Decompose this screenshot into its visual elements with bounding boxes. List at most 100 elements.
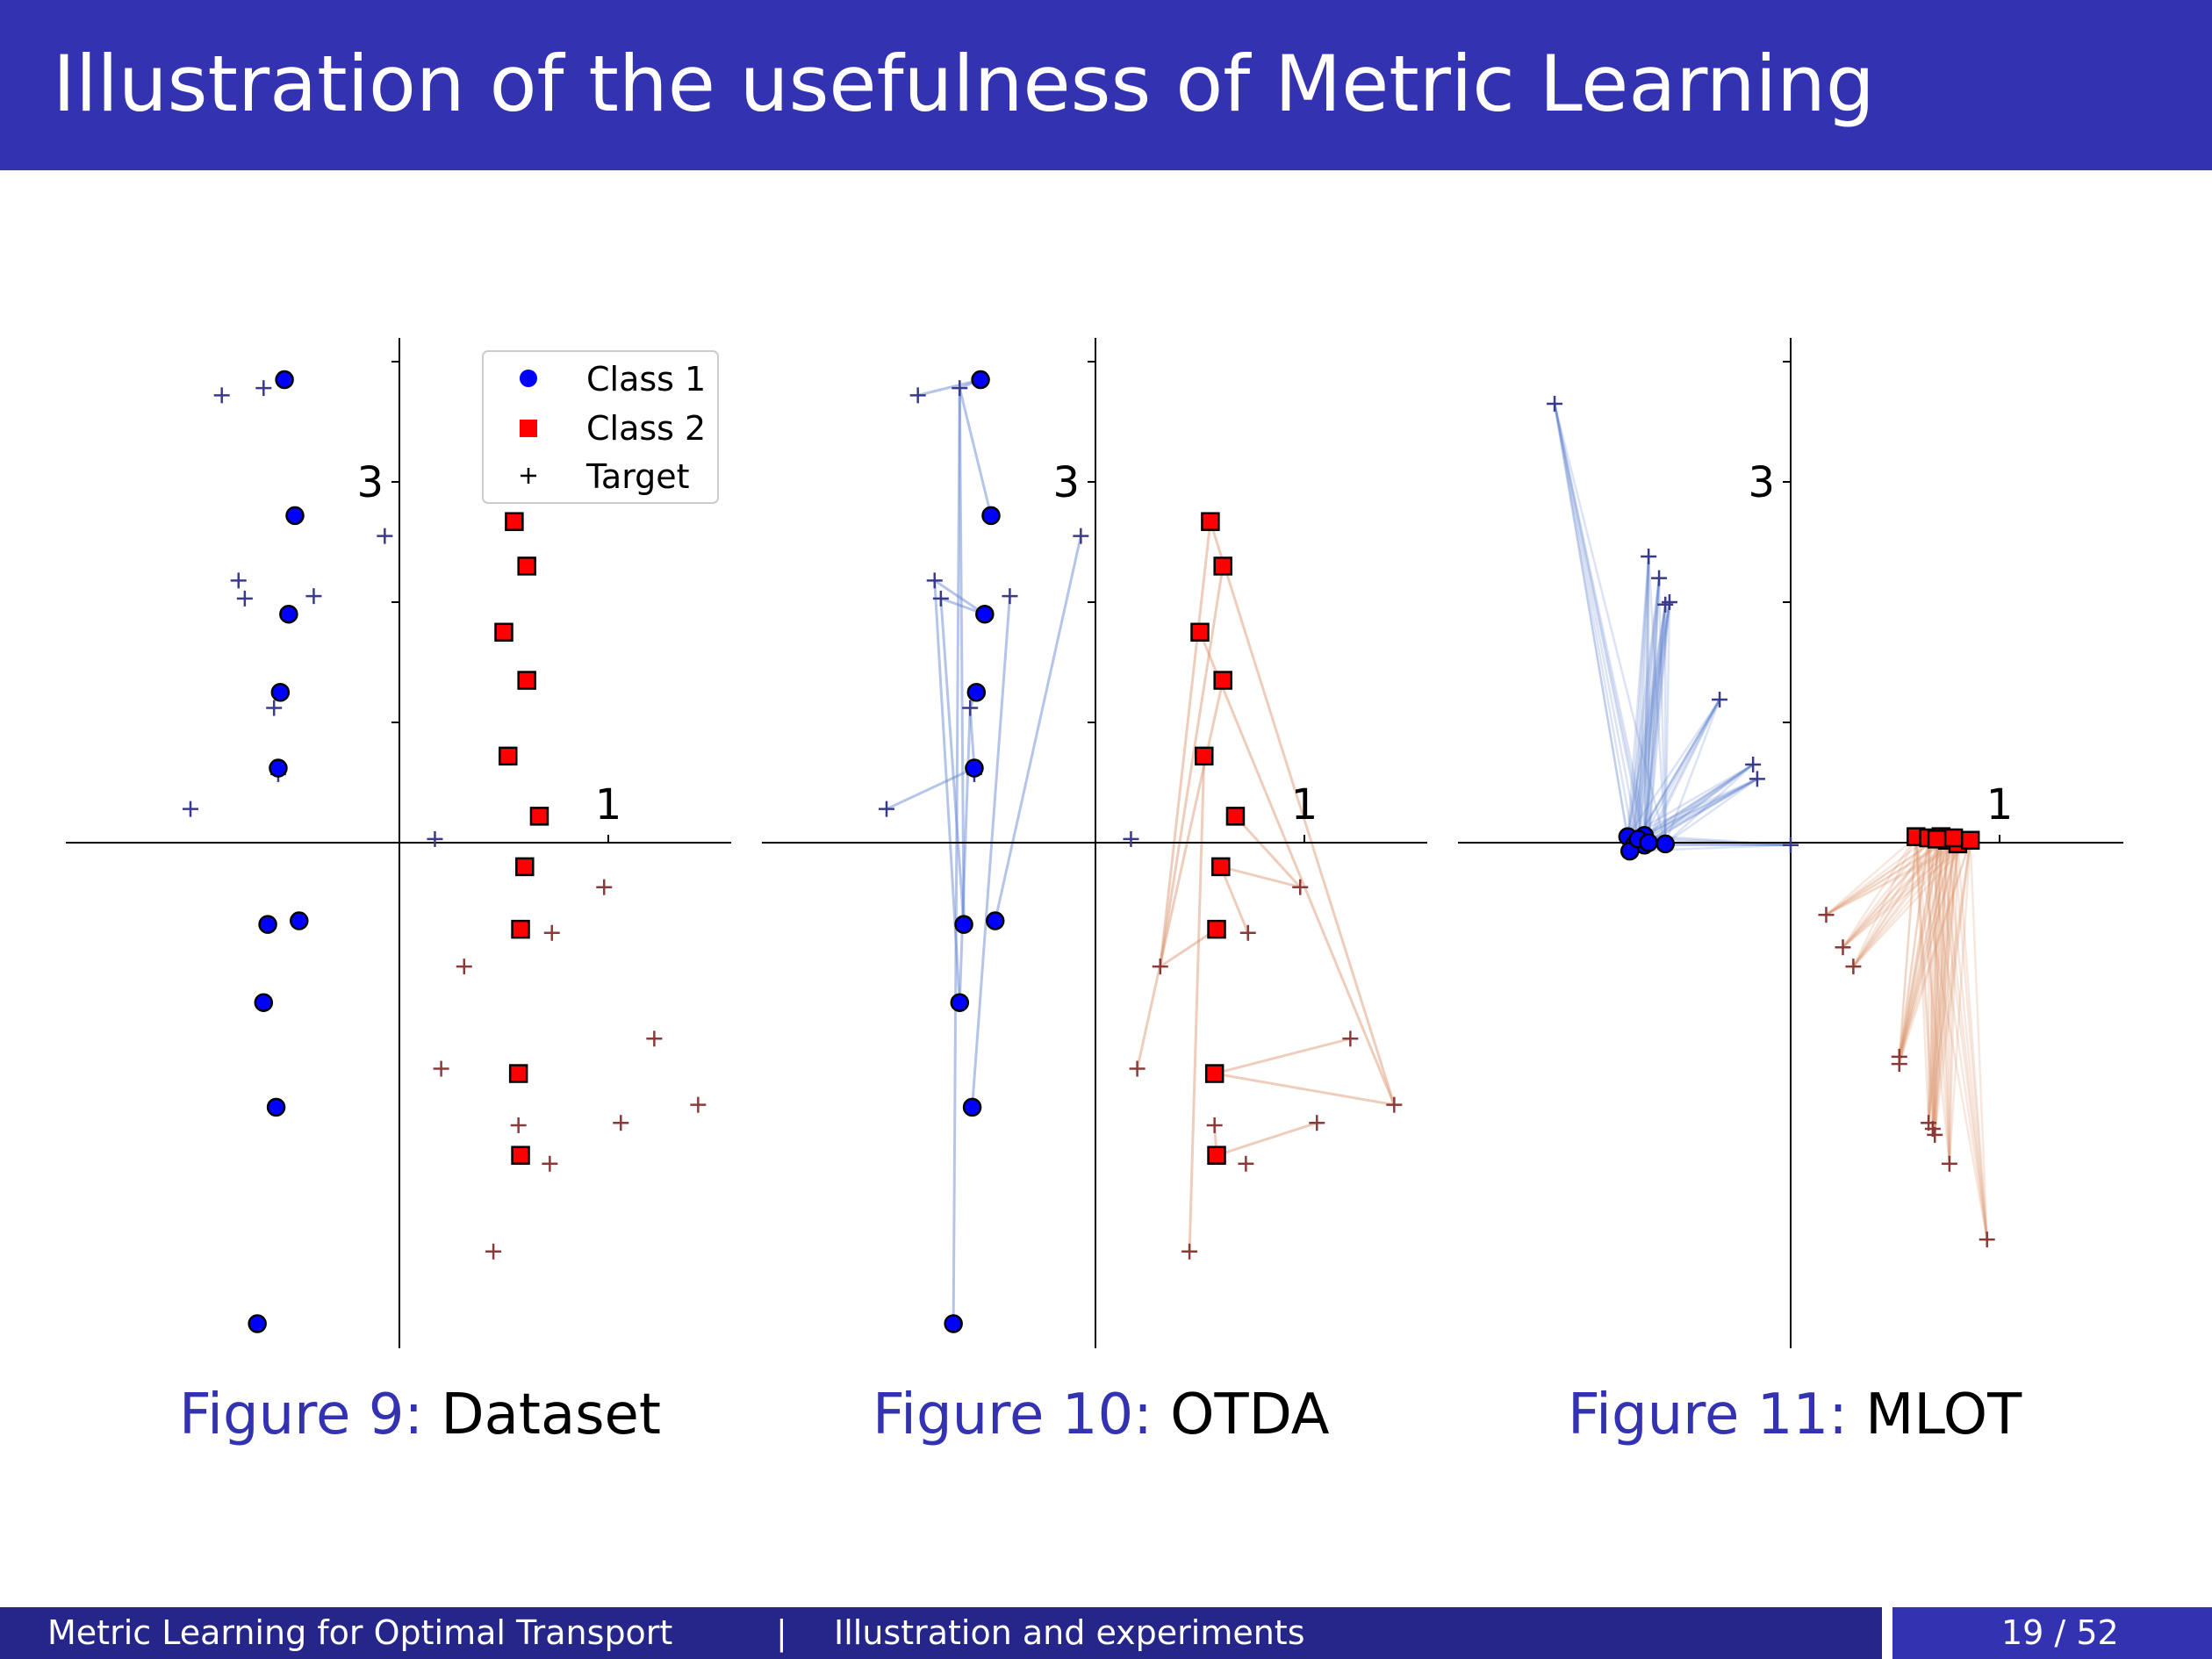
- target-point-class2: [646, 1031, 663, 1047]
- target-point-class2: [543, 924, 560, 941]
- target-point-class1: [427, 830, 443, 847]
- transport-link-class1: [1633, 699, 1721, 846]
- transport-link-class1: [1627, 578, 1661, 837]
- transport-link-class1: [1627, 556, 1650, 837]
- y-tick-label: 3: [1052, 458, 1080, 507]
- transport-link-class2: [1933, 844, 1959, 1136]
- figure-9-plot: 1 3 Class 1 Class 2 Target: [66, 338, 731, 1348]
- target-point-class2: [1818, 907, 1835, 923]
- transport-link-class2: [1914, 837, 1951, 1164]
- target-point-class2: [1129, 1060, 1146, 1077]
- transport-link-class2: [1940, 837, 1988, 1240]
- transport-link-class1: [933, 579, 986, 615]
- legend-class2-marker: [520, 420, 537, 437]
- footer-page-number: 19 / 52: [2001, 1613, 2119, 1652]
- transport-link-class1: [1637, 578, 1661, 839]
- transport-link-class2: [1914, 837, 1930, 1124]
- target-point-class2: [542, 1155, 558, 1172]
- class2-point: [508, 1064, 528, 1083]
- transport-link-class2: [1214, 1037, 1351, 1075]
- legend-class1-marker: [520, 370, 537, 387]
- transport-link-class2: [1898, 839, 1949, 1058]
- transport-link-class1: [1633, 556, 1650, 845]
- transport-link-class2: [1969, 840, 1988, 1240]
- transport-link-class2: [1214, 1072, 1395, 1107]
- transport-link-class1: [1643, 578, 1661, 836]
- class2-point: [494, 622, 514, 642]
- transport-link-class2: [1946, 840, 1988, 1240]
- transport-link-class2: [1898, 838, 1938, 1058]
- transport-link-class1: [1553, 403, 1646, 845]
- transport-link-class1: [1664, 764, 1754, 845]
- target-point-class2: [485, 1243, 502, 1260]
- target-point-class2: [1386, 1096, 1403, 1113]
- target-point-class1: [926, 572, 943, 589]
- transport-link-class1: [1553, 403, 1629, 837]
- transport-link-class2: [1898, 837, 1930, 1065]
- transport-link-class1: [1553, 403, 1646, 837]
- transport-link-class2: [1931, 837, 1955, 1130]
- transport-link-class1: [971, 596, 1011, 1108]
- transport-link-class2: [1898, 839, 1971, 1065]
- target-point-class2: [1292, 879, 1309, 895]
- class1-point: [981, 506, 1001, 526]
- transport-link-class1: [1643, 556, 1650, 845]
- transport-link-class2: [1927, 837, 1943, 1124]
- transport-link-class2: [1825, 843, 1958, 916]
- target-point-class2: [1152, 959, 1168, 975]
- transport-link-class2: [1936, 838, 1988, 1240]
- transport-link-class2: [1936, 838, 1951, 1164]
- transport-link-class1: [1643, 556, 1650, 836]
- transport-link-class2: [1898, 836, 1943, 1058]
- class2-point: [511, 1146, 530, 1165]
- transport-link-class1: [1643, 763, 1754, 837]
- class2-point: [511, 919, 530, 939]
- target-point-class1: [213, 387, 230, 404]
- target-point-class2: [1941, 1155, 1957, 1172]
- figure-11-plot: 13: [1458, 338, 2123, 1348]
- transport-link-class2: [1842, 839, 1949, 949]
- target-point-class2: [690, 1096, 707, 1113]
- footer-section: Illustration and experiments: [834, 1613, 1305, 1652]
- transport-link-class2: [1825, 836, 1917, 916]
- transport-link-class1: [1643, 604, 1667, 845]
- transport-link-class1: [1627, 604, 1667, 837]
- target-point-class1: [183, 801, 198, 817]
- class1-point: [258, 915, 277, 934]
- transport-link-class1: [1657, 578, 1667, 844]
- transport-link-class2: [1933, 838, 1938, 1135]
- footer-talk-title: Metric Learning for Optimal Transport: [47, 1613, 673, 1652]
- transport-link-class2: [1825, 837, 1955, 916]
- transport-link-class1: [1553, 403, 1640, 840]
- class1-point: [266, 1097, 286, 1117]
- transport-link-class1: [1628, 604, 1667, 851]
- class1-point: [975, 604, 995, 624]
- transport-link-class2: [1898, 837, 1918, 1057]
- transport-link-class2: [1927, 840, 1949, 1124]
- transport-link-class2: [1898, 839, 1949, 1065]
- transport-link-class1: [1637, 763, 1754, 840]
- transport-link-class1: [1648, 778, 1758, 844]
- target-point-class2: [510, 1117, 527, 1133]
- transport-link-class1: [958, 707, 972, 1003]
- transport-link-class2: [1927, 840, 1971, 1124]
- transport-link-class1: [1664, 699, 1721, 844]
- transport-link-class1: [1637, 601, 1671, 840]
- transport-link-class2: [1931, 844, 1959, 1130]
- target-point-class1: [1783, 837, 1799, 853]
- transport-link-class2: [1927, 837, 1988, 1240]
- transport-link-class2: [1159, 521, 1212, 967]
- class2-point: [1207, 919, 1226, 939]
- transport-link-class1: [1637, 604, 1667, 840]
- transport-link-class2: [1159, 565, 1224, 967]
- transport-link-class1: [1627, 601, 1671, 837]
- transport-link-class1: [886, 766, 975, 810]
- class1-point: [944, 1314, 963, 1333]
- transport-link-class1: [1643, 604, 1667, 836]
- target-point-class2: [1238, 1155, 1254, 1172]
- target-point-class2: [1927, 1126, 1943, 1143]
- target-point-class2: [1309, 1115, 1325, 1131]
- class1-point: [248, 1314, 267, 1333]
- transport-link-class2: [1136, 679, 1224, 1069]
